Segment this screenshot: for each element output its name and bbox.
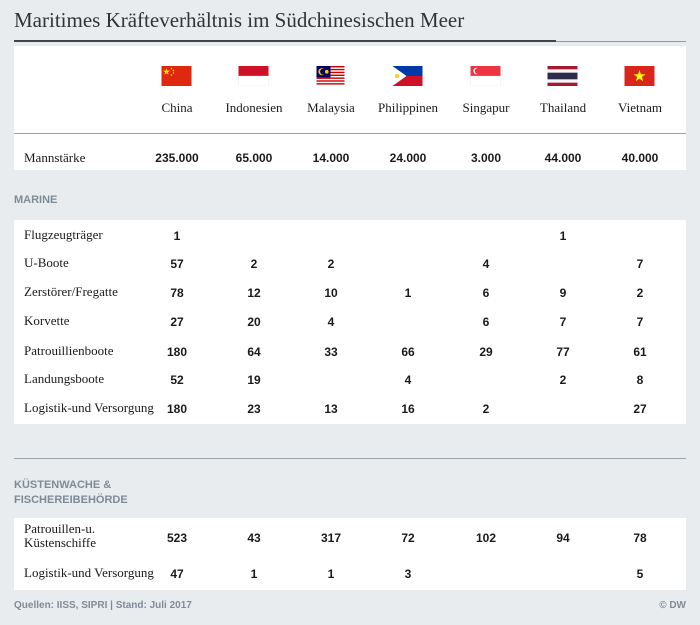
table-cell: 12 [247,286,261,300]
table-cell: 66 [401,345,415,359]
table-cell: 2 [327,257,335,271]
row-label: Korvette [24,313,70,328]
manpower-value: 65.000 [235,151,273,165]
table-cell: 20 [247,315,261,329]
table-cell: 64 [247,345,261,359]
malaysia-flag-icon [316,66,345,86]
table-cell: 7 [559,315,567,329]
country-name-vietnam: Vietnam [618,100,662,115]
section-title-marine: MARINE [14,194,58,206]
row-label: Logistik-und Versorgung [24,400,154,415]
table-cell: 180 [166,402,188,416]
table-cell: 2 [559,373,567,387]
table-cell: 78 [170,286,184,300]
table-cell: 2 [482,402,490,416]
country-name-thailand: Thailand [539,100,587,115]
table-cell: 72 [401,531,415,545]
row-label: Zerstörer/Fregatte [24,284,118,299]
row-label: Logistik-und Versorgung [24,565,154,580]
table-cell: 16 [401,402,415,416]
header-divider [14,133,686,134]
country-name-philippines: Philippinen [378,100,438,115]
section-title-coast-guard: KÜSTENWACHE & FISCHEREIBEHÖRDE [14,479,128,506]
thailand-flag-icon [547,66,578,86]
table-cell: 19 [247,373,261,387]
table-cell: 5 [636,567,644,581]
china-flag-icon [161,66,192,86]
table-cell: 1 [173,229,181,243]
table-cell: 1 [404,286,412,300]
indonesia-flag-icon [238,66,269,86]
table-cell: 8 [636,373,644,387]
manpower-label: Mannstärke [24,150,86,165]
manpower-value: 3.000 [470,151,502,165]
manpower-value: 40.000 [621,151,659,165]
country-name-china: China [161,100,193,115]
table-cell: 27 [633,402,647,416]
table-cell: 4 [327,315,335,329]
table-cell: 43 [247,531,261,545]
table-cell: 52 [170,373,184,387]
row-label: Patrouillen-u. Küstenschiffe [24,521,96,550]
table-cell: 27 [170,315,184,329]
table-cell: 9 [559,286,567,300]
table-cell: 1 [250,567,258,581]
table-cell: 317 [320,531,342,545]
country-name-indonesia: Indonesien [225,100,283,115]
philippines-flag-icon [392,66,423,86]
manpower-value: 14.000 [312,151,350,165]
row-label: Flugzeugträger [24,227,103,242]
table-cell: 4 [404,373,412,387]
source-note: Quellen: IISS, SIPRI | Stand: Juli 2017 [14,600,192,611]
table-cell: 57 [170,257,184,271]
table-cell: 2 [636,286,644,300]
table-cell: 47 [170,567,184,581]
table-cell: 23 [247,402,261,416]
manpower-value: 24.000 [389,151,427,165]
coast-guard-table-panel [14,518,686,590]
table-cell: 4 [482,257,490,271]
country-name-singapore: Singapur [462,100,510,115]
marine-table-panel [14,220,686,424]
table-cell: 61 [633,345,647,359]
section-divider [14,458,686,459]
table-cell: 6 [482,286,490,300]
singapore-flag-icon [470,66,501,86]
page-title: Maritimes Kräfteverhältnis im Südchinesi… [14,8,465,32]
table-cell: 180 [166,345,188,359]
title-divider [14,40,556,42]
table-cell: 3 [404,567,412,581]
table-cell: 33 [324,345,338,359]
table-cell: 94 [556,531,570,545]
table-cell: 523 [166,531,188,545]
table-cell: 1 [327,567,335,581]
table-cell: 78 [633,531,647,545]
table-cell: 7 [636,315,644,329]
table-cell: 6 [482,315,490,329]
table-cell: 7 [636,257,644,271]
row-label: U-Boote [24,255,69,270]
row-label: Landungsboote [24,371,105,386]
table-cell: 29 [479,345,493,359]
row-label: Patrouillienboote [24,343,114,358]
table-cell: 13 [324,402,338,416]
table-cell: 77 [556,345,570,359]
country-name-malaysia: Malaysia [307,100,355,115]
table-cell: 10 [324,286,338,300]
table-cell: 2 [250,257,258,271]
manpower-value: 44.000 [544,151,582,165]
vietnam-flag-icon [624,66,655,86]
manpower-value: 235.000 [155,151,199,165]
title-divider-thin [556,40,686,42]
table-cell: 102 [475,531,497,545]
copyright-credit: © DW [659,600,686,611]
table-cell: 1 [559,229,567,243]
